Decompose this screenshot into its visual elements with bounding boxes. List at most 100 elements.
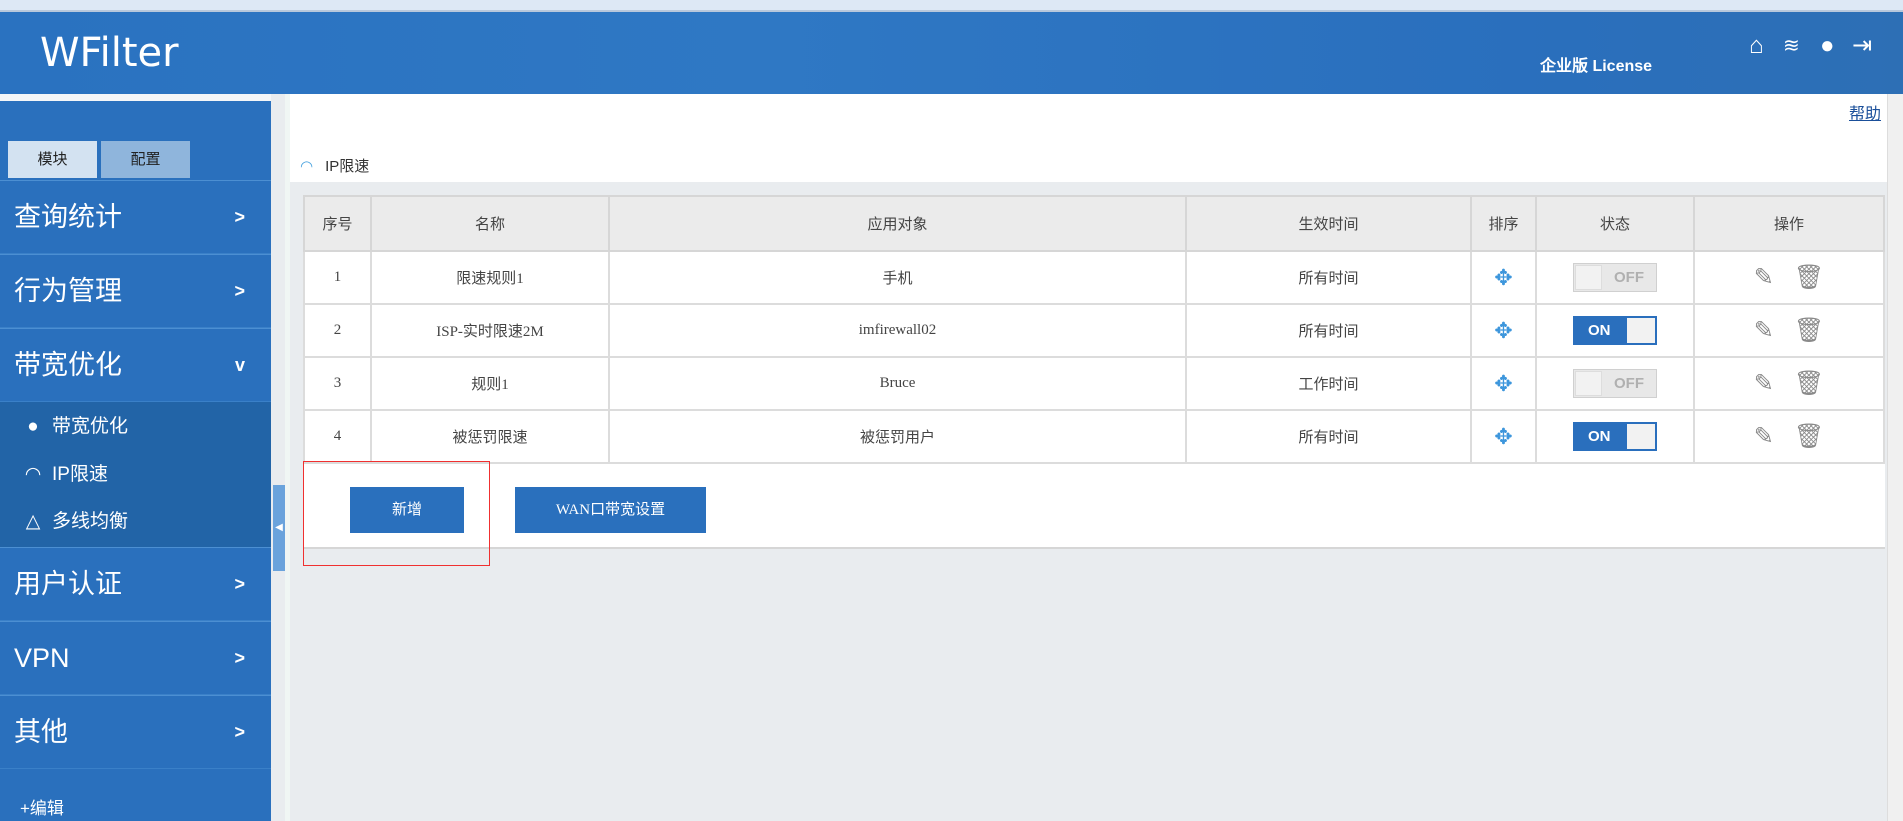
trash-icon[interactable]: 🗑 [1793,371,1825,397]
trash-icon[interactable]: 🗑 [1793,265,1825,291]
cell-no: 4 [303,409,372,464]
submenu: ● 带宽优化 ◠ IP限速 △ 多线均衡 [0,402,271,547]
table-row: 4 被惩罚限速 被惩罚用户 所有时间 ✥ ON ✎ 🗑 [303,409,1885,464]
header: WFilter 企业版 License ⌂ ≋ ● ⇥ [0,12,1903,94]
tab-config[interactable]: 配置 [101,141,190,178]
menu-behavior[interactable]: 行为管理 > [0,254,271,328]
network-icon: △ [25,511,41,532]
trash-icon[interactable]: 🗑 [1793,424,1825,450]
cell-time: 所有时间 [1185,303,1472,358]
chevron-down-icon: v [234,355,245,375]
sidebar: 模块 配置 查询统计 > 行为管理 > 带宽优化 v ● 带宽优化 ◠ IP限速 △ 多线均… [0,94,271,821]
page-title-text: IP限速 [325,158,370,175]
menu-label: 用户认证 [14,569,122,599]
submenu-bandwidth[interactable]: ● 带宽优化 [20,412,128,442]
cell-status: ON [1535,303,1695,358]
cell-order: ✥ [1470,303,1537,358]
col-name: 名称 [370,195,610,252]
cell-time: 所有时间 [1185,409,1472,464]
cell-actions: ✎ 🗑 [1693,250,1885,305]
tab-modules[interactable]: 模块 [8,141,97,178]
col-order: 排序 [1470,195,1537,252]
chevron-right-icon: > [234,648,245,668]
chevron-right-icon: > [234,281,245,301]
cell-target: Bruce [608,356,1187,411]
toggle-label: OFF [1614,375,1644,392]
globe-icon: ● [27,416,39,437]
toggle-label: ON [1588,428,1611,445]
chevron-right-icon: > [234,574,245,594]
logo: WFilter [40,30,179,76]
logout-icon[interactable]: ⇥ [1852,32,1873,59]
move-icon[interactable]: ✥ [1494,317,1513,343]
table-row: 1 限速规则1 手机 所有时间 ✥ OFF ✎ 🗑 [303,250,1885,305]
menu-user-auth[interactable]: 用户认证 > [0,547,271,621]
cell-name: ISP-实时限速2M [370,303,610,358]
edit-icon[interactable]: ✎ [1753,371,1774,397]
cell-status: OFF [1535,356,1695,411]
menu-bandwidth[interactable]: 带宽优化 v [0,328,271,402]
home-icon[interactable]: ⌂ [1749,32,1764,59]
browser-strip [0,0,1903,12]
menu-query-stats[interactable]: 查询统计 > [0,180,271,254]
status-toggle[interactable]: OFF [1573,263,1657,292]
edit-menu-link[interactable]: +编辑 [20,799,64,818]
sidebar-divider [0,94,271,101]
status-toggle[interactable]: OFF [1573,369,1657,398]
status-toggle[interactable]: ON [1573,316,1657,345]
cell-no: 3 [303,356,372,411]
status-toggle[interactable]: ON [1573,422,1657,451]
edit-icon[interactable]: ✎ [1753,318,1774,344]
wifi-icon[interactable]: ≋ [1783,35,1800,57]
submenu-ip-limit[interactable]: ◠ IP限速 [20,460,108,490]
edit-icon[interactable]: ✎ [1753,424,1774,450]
cell-target: imfirewall02 [608,303,1187,358]
collapse-sidebar-handle[interactable]: ◀ [273,485,285,571]
submenu-label: 带宽优化 [52,416,129,437]
submenu-multiline[interactable]: △ 多线均衡 [20,507,128,537]
cell-name: 限速规则1 [370,250,610,305]
cell-time: 所有时间 [1185,250,1472,305]
trash-icon[interactable]: 🗑 [1793,318,1825,344]
cell-target: 被惩罚用户 [608,409,1187,464]
col-target: 应用对象 [608,195,1187,252]
user-icon[interactable]: ● [1820,32,1835,59]
move-icon[interactable]: ✥ [1494,423,1513,449]
toggle-knob [1575,265,1602,290]
cell-name: 规则1 [370,356,610,411]
submenu-label: IP限速 [52,464,108,485]
move-icon[interactable]: ✥ [1494,264,1513,290]
menu-label: VPN [14,643,70,673]
cell-actions: ✎ 🗑 [1693,303,1885,358]
table-header: 序号 名称 应用对象 生效时间 排序 状态 操作 [303,195,1885,252]
cell-order: ✥ [1470,250,1537,305]
cell-actions: ✎ 🗑 [1693,356,1885,411]
col-no: 序号 [303,195,372,252]
cell-status: ON [1535,409,1695,464]
rules-table: 序号 名称 应用对象 生效时间 排序 状态 操作 1 限速规则1 手机 所有时间… [303,195,1885,464]
chevron-right-icon: > [234,722,245,742]
cell-status: OFF [1535,250,1695,305]
menu-other[interactable]: 其他 > [0,695,271,769]
move-icon[interactable]: ✥ [1494,370,1513,396]
cell-time: 工作时间 [1185,356,1472,411]
submenu-label: 多线均衡 [52,511,129,532]
menu-vpn[interactable]: VPN > [0,621,271,695]
button-area: 新增 WAN口带宽设置 [303,464,1885,549]
menu-label: 查询统计 [14,202,122,232]
cell-name: 被惩罚限速 [370,409,610,464]
license-label[interactable]: 企业版 License [1540,58,1653,75]
menu-label: 行为管理 [14,276,122,306]
cell-no: 2 [303,303,372,358]
cell-target: 手机 [608,250,1187,305]
table-row: 2 ISP-实时限速2M imfirewall02 所有时间 ✥ ON ✎ 🗑 [303,303,1885,358]
highlight-box [303,461,490,566]
wan-bandwidth-button[interactable]: WAN口带宽设置 [515,487,706,533]
help-link[interactable]: 帮助 [1849,106,1882,123]
chevron-right-icon: > [234,207,245,227]
scrollbar[interactable] [1887,94,1903,821]
col-actions: 操作 [1693,195,1885,252]
toggle-knob [1627,318,1655,343]
edit-icon[interactable]: ✎ [1753,265,1774,291]
add-button[interactable]: 新增 [350,487,464,533]
